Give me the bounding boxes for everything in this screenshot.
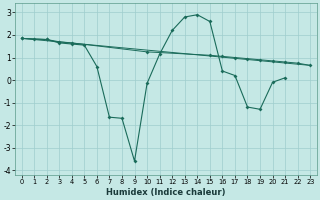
X-axis label: Humidex (Indice chaleur): Humidex (Indice chaleur)	[106, 188, 226, 197]
